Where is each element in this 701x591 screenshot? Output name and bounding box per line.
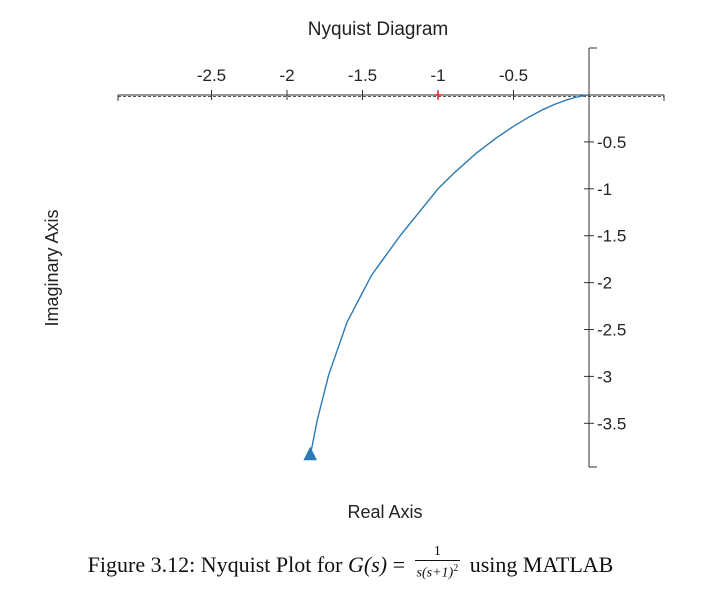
caption-suffix: using MATLAB: [464, 551, 614, 577]
critical-point-marker: [434, 91, 442, 99]
x-axis-label: Real Axis: [347, 502, 422, 522]
y-tick-label: -3.5: [597, 414, 626, 433]
y-tick-label: -2.5: [597, 321, 626, 340]
axes: [117, 47, 665, 468]
x-tick-label: -0.5: [499, 66, 528, 85]
y-axis-label: Imaginary Axis: [42, 209, 62, 326]
y-tick-label: -1: [597, 180, 612, 199]
caption-function: G(s): [348, 551, 388, 577]
x-tick-label: -1.5: [348, 66, 377, 85]
x-axis-ticks: -2.5 -2 -1.5 -1 -0.5: [197, 66, 528, 100]
y-tick-label: -2: [597, 274, 612, 293]
figure-caption: Figure 3.12: Nyquist Plot for G(s) = 1 s(…: [0, 544, 701, 586]
y-tick-label: -3: [597, 367, 612, 386]
caption-denominator-base: s(s+1): [416, 565, 454, 581]
series-layer: [303, 91, 589, 461]
x-tick-label: -1: [430, 66, 445, 85]
nyquist-chart: Nyquist Diagram -2.5 -2 -1.5 -1 -0.5 -0.5-1-…: [42, 19, 665, 522]
caption-numerator: 1: [414, 544, 461, 561]
y-tick-label: -0.5: [597, 133, 626, 152]
caption-prefix: Figure 3.12: Nyquist Plot for: [87, 551, 348, 577]
caption-fraction: 1 s(s+1)2: [414, 544, 461, 582]
caption-denominator: s(s+1)2: [415, 561, 461, 582]
chart-title: Nyquist Diagram: [308, 19, 448, 40]
x-tick-label: -2: [279, 66, 294, 85]
caption-equals: =: [387, 551, 411, 577]
y-axis-ticks: -0.5 -1 -1.5 -2 -2.5 -3 -3.5: [584, 133, 626, 433]
nyquist-curve: [309, 94, 589, 456]
direction-arrow: [303, 446, 318, 461]
x-tick-label: -2.5: [197, 66, 226, 85]
y-tick-label: -1.5: [597, 227, 626, 246]
caption-denominator-power: 2: [453, 563, 459, 574]
